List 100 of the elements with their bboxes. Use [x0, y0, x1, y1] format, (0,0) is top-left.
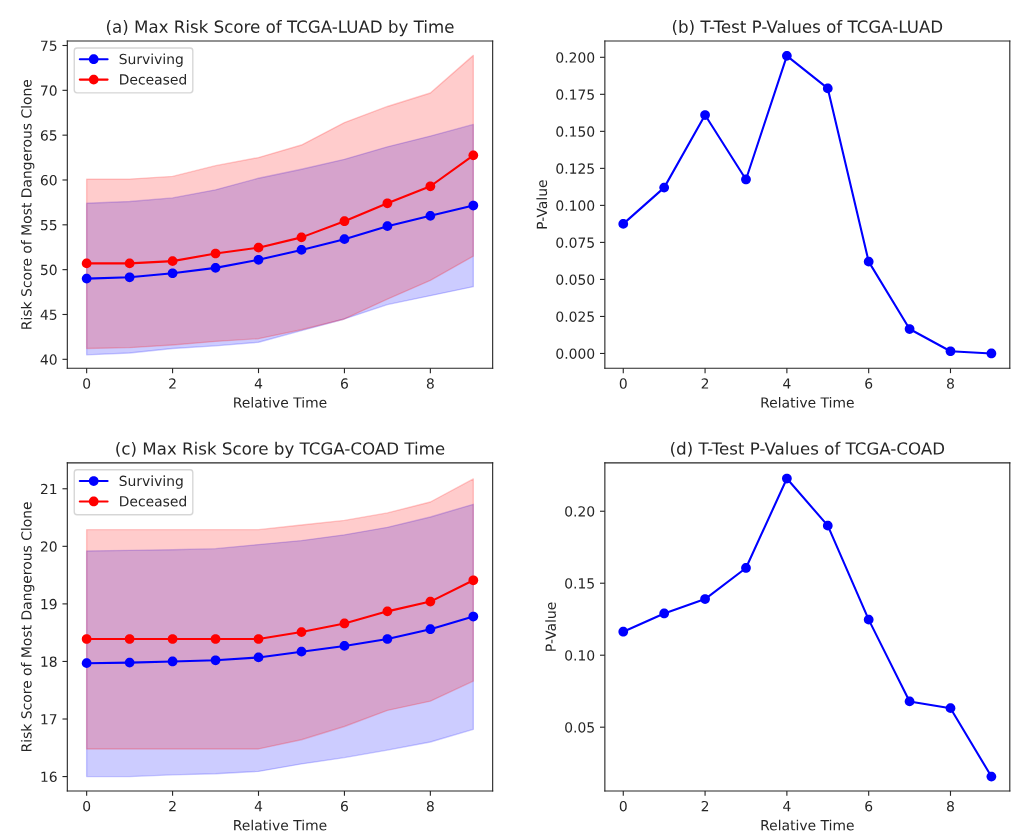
point: [945, 703, 956, 714]
y-tick-label: 0.05: [565, 722, 594, 733]
chart-title: (c) Max Risk Score by TCGA-COAD Time: [116, 441, 445, 458]
point: [81, 658, 92, 669]
y-tick-label: 21: [40, 483, 57, 495]
y-tick-label: 50: [41, 264, 57, 276]
y-tick-label: 0.050: [556, 274, 595, 285]
x-tick-label: 2: [169, 800, 176, 812]
point: [382, 198, 393, 209]
y-tick-label: 0.000: [556, 348, 595, 359]
y-tick-label: 0.075: [556, 237, 594, 248]
y-axis-title: Risk Score of Most Dangerous Clone: [20, 79, 35, 329]
legend-label: Deceased: [120, 73, 186, 85]
y-tick-label: 0.100: [556, 200, 595, 211]
point: [167, 656, 178, 667]
point: [296, 627, 307, 637]
x-axis-title: Relative Time: [234, 819, 327, 831]
x-tick-label: 4: [254, 378, 263, 389]
x-tick-label: 6: [340, 378, 348, 389]
x-axis-title: Relative Time: [761, 819, 854, 831]
y-tick-label: 60: [40, 174, 57, 186]
point: [81, 634, 92, 644]
x-tick-label: 0: [83, 378, 91, 389]
point: [904, 696, 915, 707]
x-tick-label: 0: [619, 378, 627, 389]
point: [904, 324, 915, 334]
point: [382, 606, 393, 617]
y-tick-label: 45: [40, 309, 57, 320]
point: [468, 150, 479, 161]
x-tick-label: 8: [947, 378, 954, 389]
point: [425, 624, 436, 635]
y-tick-label: 0.175: [556, 89, 594, 100]
x-tick-label: 8: [947, 800, 954, 812]
y-tick-label: 55: [41, 219, 57, 231]
y-axis-title: P-Value: [536, 180, 548, 229]
x-tick-label: 4: [783, 378, 791, 389]
point: [253, 254, 264, 265]
point: [618, 626, 629, 637]
point: [741, 563, 751, 573]
point: [296, 646, 307, 657]
point: [700, 110, 710, 120]
point: [822, 520, 833, 531]
point: [339, 216, 350, 227]
point: [659, 182, 670, 193]
point: [339, 641, 350, 651]
y-tick-label: 0.200: [556, 52, 595, 63]
y-tick-label: 0.15: [565, 578, 594, 589]
point: [296, 232, 307, 243]
point: [253, 652, 264, 663]
legend-label: Deceased: [120, 495, 186, 507]
x-axis-title: Relative Time: [761, 397, 854, 408]
point: [986, 348, 997, 359]
y-tick-label: 20: [40, 541, 57, 552]
y-tick-label: 70: [41, 85, 57, 96]
point: [468, 611, 479, 622]
y-tick-label: 75: [41, 40, 57, 51]
point: [700, 594, 710, 604]
y-tick-label: 0.150: [556, 126, 595, 137]
x-tick-label: 6: [865, 800, 873, 812]
point: [986, 771, 997, 782]
x-tick-label: 6: [865, 378, 873, 389]
point: [210, 263, 221, 273]
x-axis-title: Relative Time: [234, 397, 327, 408]
point: [863, 256, 874, 267]
point: [124, 657, 135, 668]
point: [468, 575, 479, 586]
point: [210, 655, 221, 666]
legend-label: Surviving: [119, 475, 183, 489]
x-tick-label: 4: [254, 801, 263, 812]
point: [124, 258, 135, 269]
y-tick-label: 0.125: [556, 163, 594, 174]
point: [124, 272, 135, 283]
point: [425, 181, 436, 192]
x-tick-label: 2: [701, 800, 709, 812]
point: [339, 618, 350, 629]
point: [167, 634, 178, 644]
y-tick-label: 40: [40, 354, 57, 365]
point: [296, 245, 307, 255]
y-axis-title: P-Value: [545, 602, 556, 651]
point: [822, 83, 833, 94]
point: [382, 634, 393, 644]
point: [81, 258, 92, 269]
x-tick-label: 0: [619, 800, 627, 812]
y-tick-label: 0.20: [565, 506, 595, 517]
y-tick-label: 65: [40, 130, 57, 141]
point: [339, 234, 350, 245]
chart-title: (a) Max Risk Score of TCGA-LUAD by Time: [106, 20, 454, 37]
point: [253, 634, 264, 644]
point: [382, 221, 393, 232]
x-tick-label: 2: [169, 378, 176, 389]
y-tick-label: 0.10: [565, 650, 595, 661]
chart-title: (d) T-Test P-Values of TCGA-COAD: [671, 441, 945, 457]
point: [425, 210, 436, 221]
point: [659, 608, 670, 619]
point: [618, 219, 629, 229]
legend-label: Surviving: [119, 53, 183, 67]
point: [210, 248, 221, 259]
y-axis-title: Risk Score of Most Dangerous Clone: [20, 502, 35, 752]
point: [945, 346, 956, 357]
point: [167, 256, 178, 266]
